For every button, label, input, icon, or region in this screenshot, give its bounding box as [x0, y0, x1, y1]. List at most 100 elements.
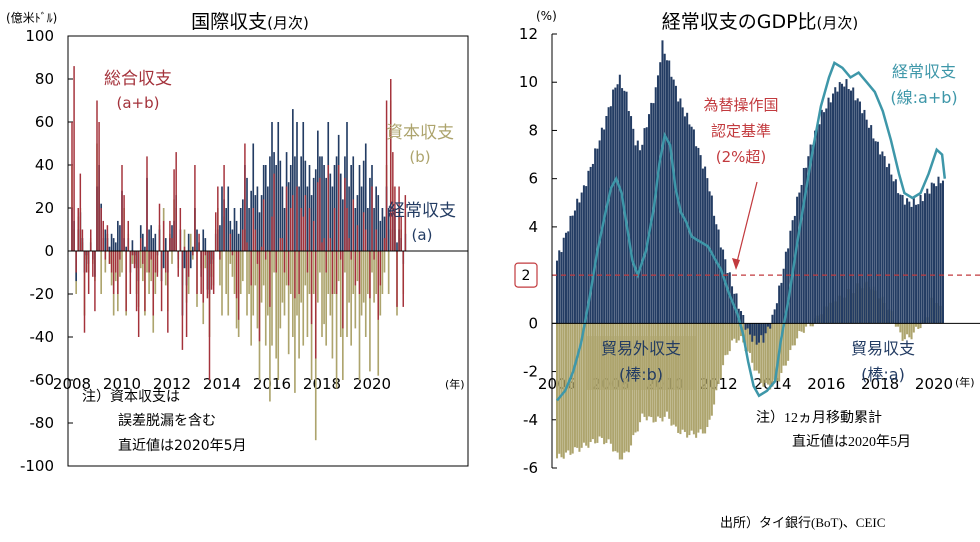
- current-account-bar: [279, 160, 282, 251]
- trade-balance-bar: [811, 144, 814, 324]
- services-balance-bar: [733, 323, 736, 339]
- overall-balance-bar: [108, 251, 111, 264]
- y-tick-label: -6: [523, 459, 538, 477]
- capital-account-bar: [269, 251, 271, 402]
- capital-account-bar: [281, 251, 284, 303]
- trade-balance-bar: [820, 109, 823, 324]
- x-tick-label: 2014: [203, 375, 241, 393]
- capital-account-bar: [317, 251, 319, 303]
- capital-account-bar: [331, 251, 334, 359]
- overall-balance-bar: [110, 251, 113, 273]
- services-balance-bar: [555, 323, 559, 459]
- threshold-annotation-line-2: 認定基準: [711, 122, 771, 140]
- current-account-bar: [204, 238, 207, 251]
- overall-balance-bar: [244, 143, 246, 251]
- overall-balance-bar: [194, 165, 196, 251]
- current-account-bar: [142, 233, 144, 251]
- overall-balance-bar: [196, 251, 198, 294]
- current-account-line-label: 経常収支 (線:a+b): [890, 62, 957, 107]
- services-label-formula: (棒:b): [619, 365, 663, 384]
- services-balance-bar: [791, 323, 794, 346]
- trade-balance-bar: [699, 155, 702, 324]
- trade-balance-bar: [650, 102, 653, 324]
- overall-balance-bar: [287, 251, 290, 286]
- services-balance-label: 貿易外収支 (棒:b): [586, 336, 696, 390]
- trade-balance-bar: [847, 89, 850, 324]
- current-account-bar: [239, 208, 242, 251]
- overall-balance-bar: [275, 251, 277, 273]
- trade-balance-bar: [915, 204, 918, 324]
- capital-account-bar: [371, 251, 373, 273]
- current-account-bar: [275, 165, 277, 251]
- current-account-bar: [362, 160, 365, 251]
- overall-balance-bar: [181, 251, 184, 350]
- current-account-bar: [250, 190, 252, 251]
- trade-balance-bar: [782, 268, 785, 324]
- y-tick-label: 10: [519, 73, 538, 91]
- trade-balance-bar: [596, 148, 599, 324]
- current-account-bar: [356, 195, 359, 251]
- overall-balance-bar: [96, 100, 98, 251]
- trade-balance-bar: [919, 194, 922, 324]
- services-balance-bar: [906, 323, 909, 335]
- services-balance-bar: [771, 323, 774, 387]
- y-tick-label: -60: [30, 371, 55, 389]
- current-account-bar: [277, 122, 280, 251]
- capital-account-bar: [306, 251, 309, 337]
- overall-balance-bar: [354, 251, 357, 286]
- trade-balance-bar: [589, 166, 592, 324]
- trade-balance-bar: [930, 182, 933, 324]
- services-balance-bar: [811, 323, 814, 327]
- services-balance-bar: [766, 323, 769, 385]
- overall-balance-bar: [208, 251, 211, 380]
- services-balance-bar: [773, 323, 776, 380]
- y-tick-label: -4: [523, 411, 538, 429]
- services-balance-bar: [775, 323, 778, 382]
- current-account-bar: [375, 186, 377, 251]
- services-balance-bar: [769, 323, 772, 390]
- services-balance-bar: [704, 323, 707, 434]
- current-account-bar: [233, 208, 236, 251]
- capital-account-bar: [142, 251, 144, 282]
- current-account-bar: [358, 165, 361, 251]
- overall-balance-bar: [398, 186, 400, 251]
- current-account-bar: [373, 208, 375, 251]
- services-balance-bar: [576, 323, 579, 448]
- trade-balance-bar: [901, 195, 904, 324]
- overall-balance-bar: [404, 195, 407, 251]
- trade-balance-bar: [834, 87, 837, 324]
- trade-balance-bar: [798, 192, 801, 324]
- trade-balance-bar: [722, 249, 725, 324]
- services-balance-bar: [751, 323, 754, 363]
- services-balance-bar: [735, 323, 738, 343]
- trade-balance-bar: [647, 114, 651, 324]
- trade-balance-bar: [598, 140, 601, 324]
- trade-balance-bar: [686, 112, 689, 324]
- overall-balance-bar: [119, 251, 121, 260]
- overall-balance-bar: [383, 238, 386, 251]
- note-line-1: 注）12ヵ月移動累計: [756, 410, 882, 426]
- overall-balance-bar: [125, 251, 127, 312]
- current-account-bar: [354, 208, 357, 251]
- overall-balance-bar: [365, 229, 367, 251]
- overall-balance-bar: [333, 208, 336, 251]
- chart-title: 経常収支のGDP比(月次): [662, 11, 859, 33]
- overall-balance-bar: [331, 251, 334, 294]
- trade-balance-bar: [892, 181, 895, 324]
- trade-balance-bar: [894, 179, 897, 324]
- current-account-bar: [312, 177, 315, 251]
- capital-account-bar: [283, 251, 286, 316]
- trade-balance-bar: [659, 62, 662, 324]
- overall-balance-bar: [306, 251, 309, 273]
- current-account-bar: [187, 233, 190, 251]
- overall-balance-bar: [169, 220, 171, 251]
- current-account-bar: [260, 195, 263, 251]
- trade-balance-bar: [740, 311, 743, 324]
- services-balance-bar: [717, 323, 720, 384]
- current-account-bar: [108, 246, 111, 251]
- services-balance-bar: [782, 323, 785, 366]
- capital-account-bar: [242, 251, 244, 282]
- threshold-arrow-head: [732, 258, 740, 270]
- overall-balance-bar: [292, 195, 294, 251]
- overall-balance-bar: [400, 216, 402, 251]
